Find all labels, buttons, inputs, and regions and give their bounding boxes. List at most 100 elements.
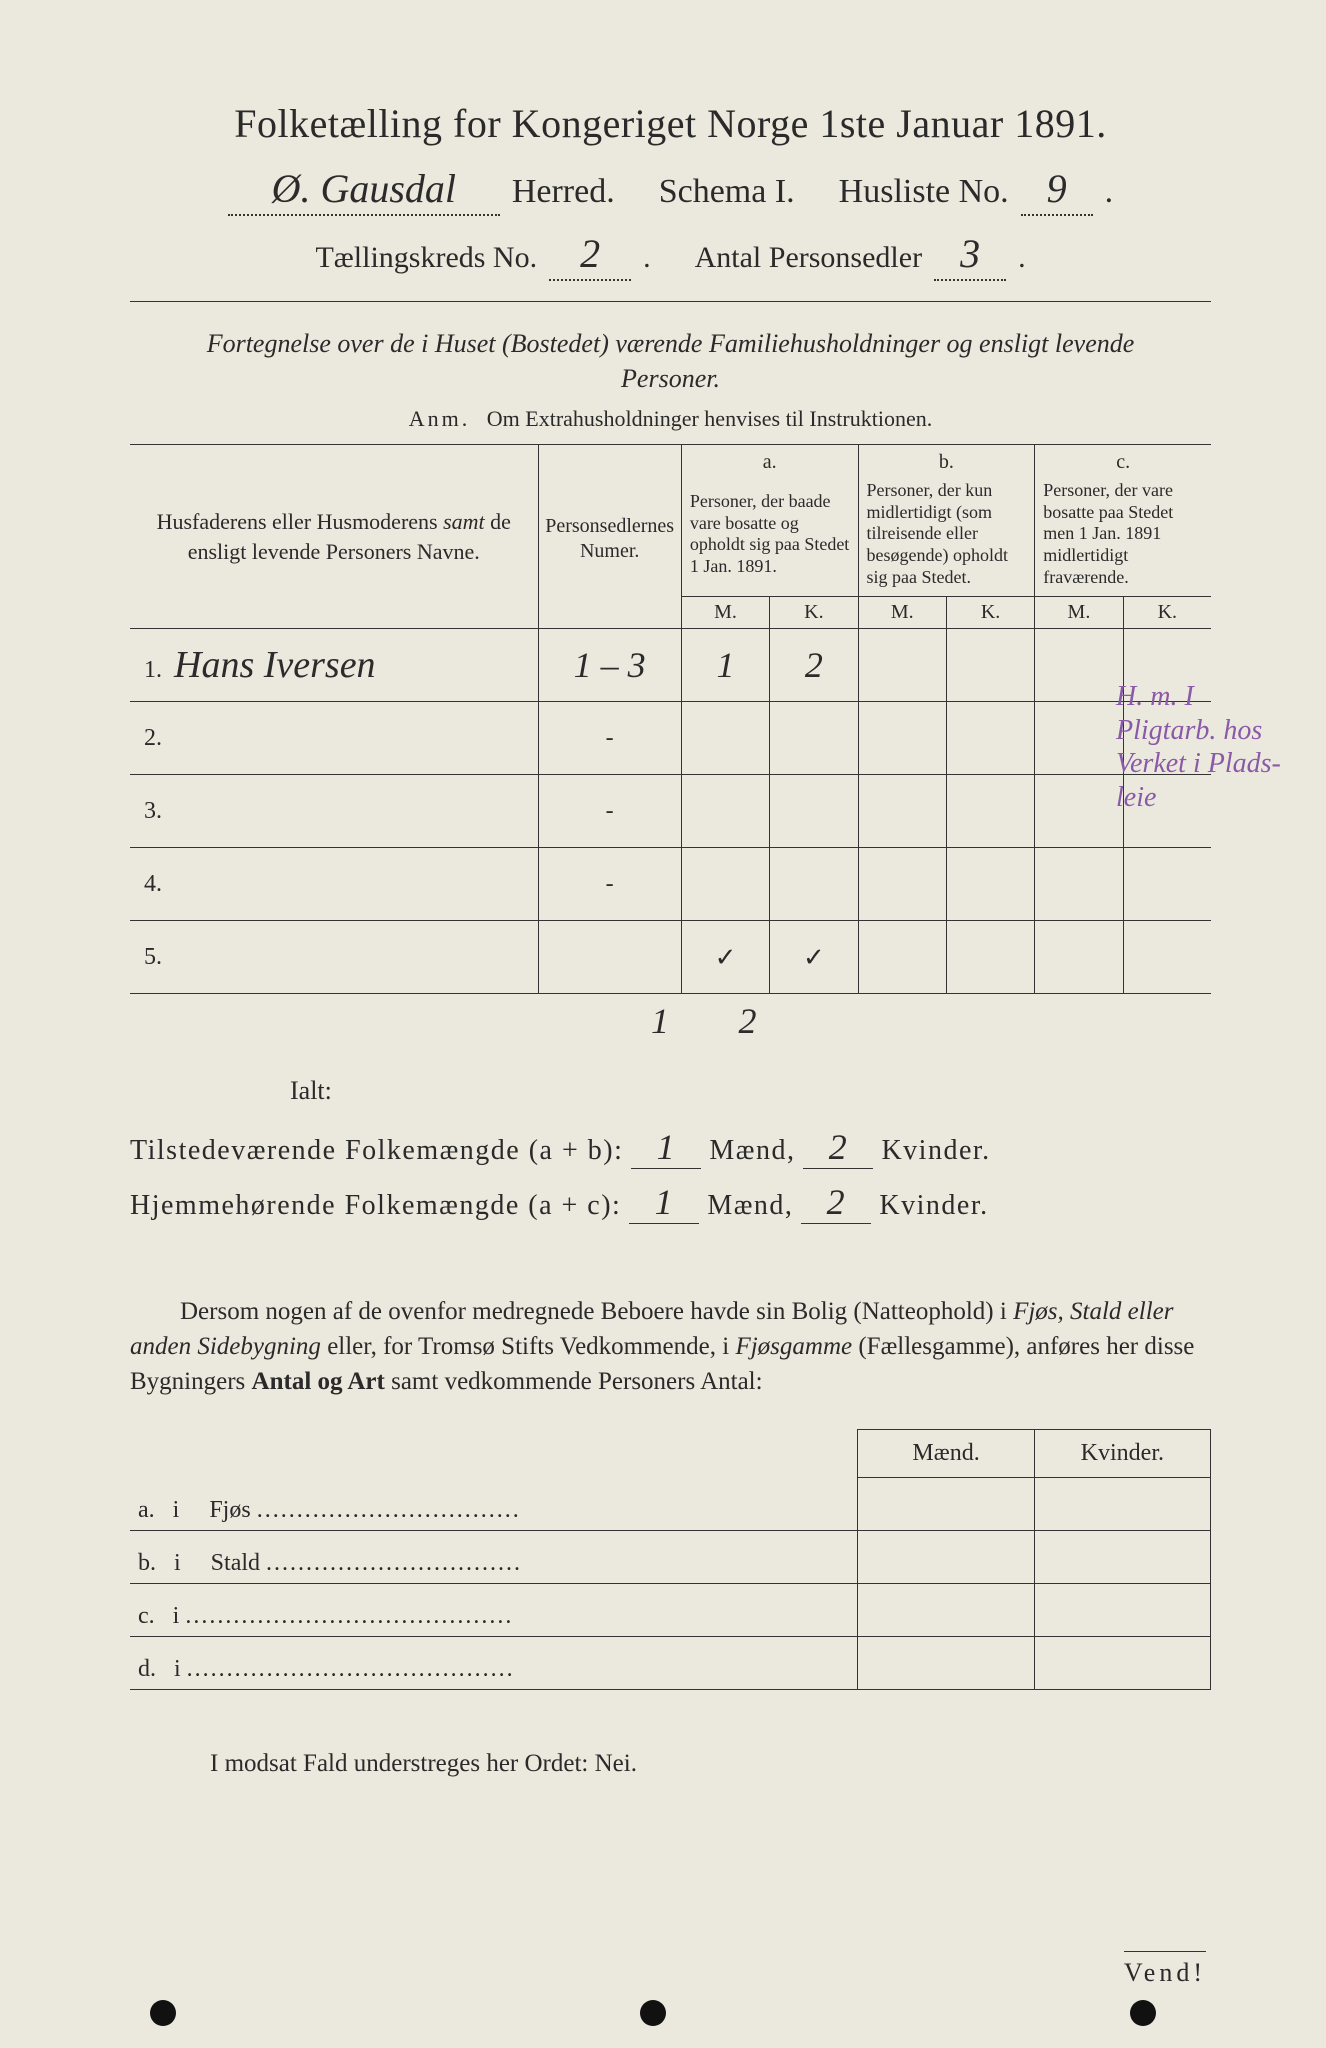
total-am: 1 (620, 1000, 700, 1042)
col-b-label: b. (858, 445, 1035, 476)
column-totals: 1 2 (620, 1000, 1211, 1042)
bld-row: d. i ...................................… (130, 1637, 1211, 1690)
table-row: 4. - (130, 848, 1211, 921)
mk-label: M. (858, 597, 946, 629)
bld-key: c. (138, 1603, 155, 1629)
pop-k-value: 2 (827, 1182, 847, 1222)
personsedler-label: Antal Personsedler (695, 241, 922, 275)
ps-range: - (606, 798, 614, 824)
margin-note-line: H. m. I (1116, 680, 1296, 714)
bld-maend-header: Mænd. (858, 1430, 1034, 1478)
mk-label: K. (1123, 597, 1211, 629)
margin-note-line: Verket i Plads- (1116, 747, 1296, 781)
anm-label: Anm. (409, 406, 471, 431)
form-title: Folketælling for Kongeriget Norge 1ste J… (130, 100, 1211, 147)
pop-label: Hjemmehørende Folkemængde (a + c): (130, 1190, 621, 1222)
bld-i: i (174, 1656, 181, 1682)
kvinder-label: Kvinder. (879, 1190, 988, 1222)
pop-m-value: 1 (655, 1182, 675, 1222)
herred-field: Ø. Gausdal (228, 165, 500, 216)
anm-line: Anm. Om Extrahusholdninger henvises til … (130, 406, 1211, 432)
kreds-value: 2 (580, 231, 600, 276)
margin-note-line: leie (1116, 781, 1296, 815)
form-subtitle: Fortegnelse over de i Huset (Bostedet) v… (170, 326, 1171, 396)
row-number: 4. (144, 871, 162, 897)
col-a-label: a. (681, 445, 858, 476)
bld-key: a. (138, 1497, 155, 1523)
dots: ........................................… (187, 1656, 515, 1682)
ps-range: - (606, 725, 614, 751)
dots: ................................. (257, 1497, 521, 1523)
schema-label: Schema I. (659, 173, 795, 211)
buildings-table: Mænd. Kvinder. a. i Fjøs ...............… (130, 1429, 1211, 1690)
personsedler-value: 3 (960, 231, 980, 276)
buildings-paragraph: Dersom nogen af de ovenfor medregnede Be… (130, 1294, 1211, 1399)
bld-kvinder-header: Kvinder. (1034, 1430, 1210, 1478)
bld-i: i (173, 1497, 180, 1523)
cell-value: 1 (717, 645, 735, 685)
bld-label: Stald (211, 1550, 260, 1576)
cell-value: 2 (805, 645, 823, 685)
present-population-line: Tilstedeværende Folkemængde (a + b): 1 M… (130, 1126, 1211, 1169)
col1-header: Husfaderens eller Husmoderens samt de en… (130, 445, 538, 628)
maend-label: Mænd, (709, 1135, 795, 1167)
pop-m-value: 1 (657, 1127, 677, 1167)
bld-i: i (173, 1603, 180, 1629)
row-number: 1. (144, 657, 162, 683)
row-number: 2. (144, 725, 162, 751)
dots: ........................................… (185, 1603, 513, 1629)
col-c-label: c. (1035, 445, 1211, 476)
header-line-2: Ø. Gausdal Herred. Schema I. Husliste No… (130, 165, 1211, 216)
husliste-label: Husliste No. (839, 173, 1009, 211)
table-row: 3. - (130, 775, 1211, 848)
nei-line: I modsat Fald understreges her Ordet: Ne… (130, 1750, 1211, 1778)
mk-label: K. (946, 597, 1034, 629)
table-row: 5. ✓ ✓ (130, 921, 1211, 994)
bld-row: b. i Stald .............................… (130, 1531, 1211, 1584)
cell-tick: ✓ (803, 942, 825, 972)
census-form-page: Folketælling for Kongeriget Norge 1ste J… (0, 0, 1326, 2048)
bld-label: Fjøs (209, 1497, 250, 1523)
col2-header: Personsedlernes Numer. (538, 445, 681, 628)
margin-note: H. m. I Pligtarb. hos Verket i Plads- le… (1116, 680, 1296, 814)
divider (130, 301, 1211, 302)
householder-name: Hans Iversen (174, 644, 376, 686)
kreds-label: Tællingskreds No. (315, 241, 537, 275)
bld-key: d. (138, 1656, 156, 1682)
vend-label: Vend! (1124, 1951, 1206, 1988)
header-line-3: Tællingskreds No. 2 . Antal Personsedler… (130, 230, 1211, 281)
herred-value: Ø. Gausdal (272, 166, 456, 211)
personsedler-field: 3 (934, 230, 1006, 281)
table-row: 1. Hans Iversen 1 – 3 1 2 (130, 629, 1211, 702)
mk-label: K. (770, 597, 858, 629)
dots: ................................ (266, 1550, 522, 1576)
punch-hole (150, 2000, 176, 2026)
mk-label: M. (681, 597, 769, 629)
ialt-label: Ialt: (290, 1076, 1211, 1106)
cell-tick: ✓ (715, 942, 737, 972)
table-row: 2. - (130, 702, 1211, 775)
pop-label: Tilstedeværende Folkemængde (a + b): (130, 1135, 623, 1167)
punch-hole (1130, 2000, 1156, 2026)
pop-k-value: 2 (829, 1127, 849, 1167)
households-table: Husfaderens eller Husmoderens samt de en… (130, 445, 1211, 994)
col-b-desc: Personer, der kun midlertidigt (som tilr… (858, 476, 1035, 596)
bld-key: b. (138, 1550, 156, 1576)
resident-population-line: Hjemmehørende Folkemængde (a + c): 1 Mæn… (130, 1181, 1211, 1224)
maend-label: Mænd, (707, 1190, 793, 1222)
mk-label: M. (1035, 597, 1123, 629)
col-c-desc: Personer, der vare bosatte paa Stedet me… (1035, 476, 1211, 596)
ps-range: 1 – 3 (574, 645, 646, 685)
kreds-field: 2 (549, 230, 631, 281)
total-ak: 2 (708, 1000, 788, 1042)
kvinder-label: Kvinder. (881, 1135, 990, 1167)
anm-text: Om Extrahusholdninger henvises til Instr… (487, 406, 932, 431)
col-a-desc: Personer, der baade vare bosatte og opho… (681, 476, 858, 596)
husliste-value: 9 (1047, 166, 1067, 211)
margin-note-line: Pligtarb. hos (1116, 714, 1296, 748)
row-number: 3. (144, 798, 162, 824)
herred-label: Herred. (512, 173, 615, 211)
husliste-field: 9 (1021, 165, 1093, 216)
punch-hole (640, 2000, 666, 2026)
bld-i: i (174, 1550, 181, 1576)
